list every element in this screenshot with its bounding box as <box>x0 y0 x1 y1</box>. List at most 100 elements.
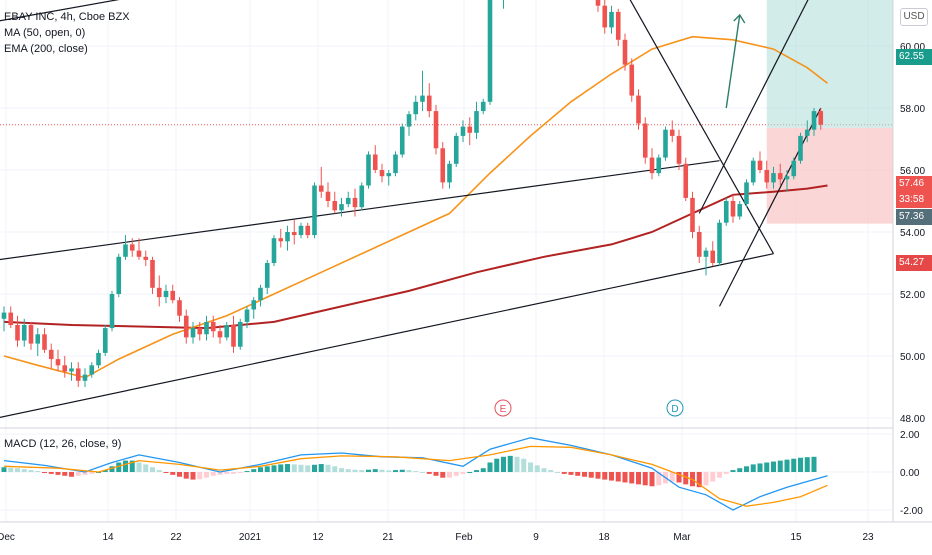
trendline <box>629 0 775 254</box>
macd-tick-label: 2.00 <box>900 430 920 441</box>
macd-line <box>3 437 828 511</box>
macd-histogram-bar <box>393 470 398 472</box>
trendlines[interactable] <box>0 0 822 419</box>
time-tick-label: 9 <box>533 532 539 543</box>
candle-body <box>305 225 311 236</box>
macd-histogram-bar <box>750 464 756 472</box>
macd-histogram-bar <box>744 466 749 472</box>
macd-histogram-bar <box>116 462 122 472</box>
macd-tick-label: -2.00 <box>900 506 923 517</box>
macd-histogram-bar <box>521 458 527 472</box>
candle-body <box>89 365 95 375</box>
time-tick-label: 14 <box>102 532 114 543</box>
macd-histogram-bar <box>28 470 34 472</box>
macd-histogram-bar <box>561 472 567 474</box>
macd-histogram-bar <box>575 472 581 476</box>
candle-body <box>440 148 446 183</box>
macd-histogram-bar <box>150 467 155 472</box>
candle-body <box>197 328 203 335</box>
chart-legend: EBAY INC, 4h, Cboe BZX MA (50, open, 0) … <box>4 9 130 57</box>
candle-body <box>372 154 378 170</box>
projection-arrowhead <box>733 13 746 24</box>
macd-histogram-bar <box>237 472 243 473</box>
macd-histogram-bar <box>35 471 41 473</box>
event-markers[interactable] <box>494 399 684 417</box>
candle-body <box>251 300 257 310</box>
macd-histogram-bar <box>62 472 68 476</box>
currency-button[interactable]: USD <box>900 8 928 26</box>
candle-body <box>629 64 635 96</box>
time-tick-label: 22 <box>170 532 182 543</box>
macd-histogram-bar <box>143 464 149 472</box>
macd-histogram-bar <box>82 472 88 475</box>
candle-body <box>595 0 601 6</box>
macd-histogram-bar <box>285 464 290 472</box>
macd-histogram-bar <box>109 466 115 472</box>
price-tick-label: 60.00 <box>900 42 925 53</box>
candle-body <box>62 365 68 372</box>
ema200-path <box>3 184 828 330</box>
candle-body <box>359 185 365 208</box>
candle-body <box>352 197 358 208</box>
macd-histogram-bar <box>629 472 635 484</box>
candle-body <box>183 315 189 338</box>
macd-histogram-bar <box>420 472 425 473</box>
macd-histogram-bar <box>291 464 297 472</box>
symbol-title: EBAY INC, 4h, Cboe BZX <box>4 11 130 23</box>
candle-body <box>669 129 675 136</box>
candle-body <box>156 287 162 298</box>
candle-body <box>264 263 270 288</box>
macd-histogram-bar <box>622 472 628 483</box>
macd-histogram-bar <box>595 472 601 479</box>
candle-body <box>804 129 810 136</box>
macd-histogram-bar <box>588 472 594 478</box>
candle-body <box>818 111 824 125</box>
candle-body <box>791 160 797 177</box>
macd-histogram-bar <box>447 472 452 478</box>
macd-histogram-bar <box>312 464 317 472</box>
dividend-marker-label[interactable]: D <box>671 404 678 415</box>
candle-body <box>318 185 324 192</box>
candle-body <box>366 154 371 186</box>
candle-body <box>622 39 628 65</box>
macd-histogram-bar <box>730 470 736 472</box>
candle-body <box>123 244 128 257</box>
macd-histogram-bar <box>217 472 223 475</box>
macd-histogram-bar <box>204 472 209 478</box>
candle-body <box>48 349 54 360</box>
candle-body <box>771 173 776 183</box>
grid <box>0 0 893 522</box>
candle-body <box>312 185 317 236</box>
time-tick-label: Feb <box>455 532 473 543</box>
ema-legend: EMA (200, close) <box>4 43 88 55</box>
candle-body <box>420 95 425 102</box>
time-tick-label: 12 <box>312 532 324 543</box>
candle-body <box>69 368 74 372</box>
candle-body <box>285 232 290 242</box>
macd-histogram-bar <box>723 472 729 474</box>
candle-body <box>271 238 277 263</box>
candle-body <box>116 256 122 294</box>
candle-body <box>210 321 216 332</box>
candle-body <box>487 0 493 102</box>
macd-histogram-bar <box>615 472 621 482</box>
macd-histogram-bar <box>676 472 682 483</box>
macd-histogram-bar <box>318 464 324 472</box>
candle-body <box>190 328 196 338</box>
time-tick-label: 21 <box>382 532 394 543</box>
candle-body <box>150 259 155 288</box>
candle-body <box>393 154 398 174</box>
candle-body <box>474 111 479 133</box>
candle-body <box>399 126 405 155</box>
candle-body <box>447 163 452 183</box>
earnings-marker-label[interactable]: E <box>500 404 507 415</box>
candle-body <box>710 250 716 263</box>
trendline <box>698 0 809 214</box>
long-position-tool[interactable] <box>766 0 893 224</box>
macd-histogram-bar <box>717 472 722 478</box>
candle-body <box>649 157 655 174</box>
candle-body <box>325 191 331 201</box>
candle-body <box>602 5 608 28</box>
stop-zone <box>766 127 893 224</box>
trendline <box>0 253 774 419</box>
